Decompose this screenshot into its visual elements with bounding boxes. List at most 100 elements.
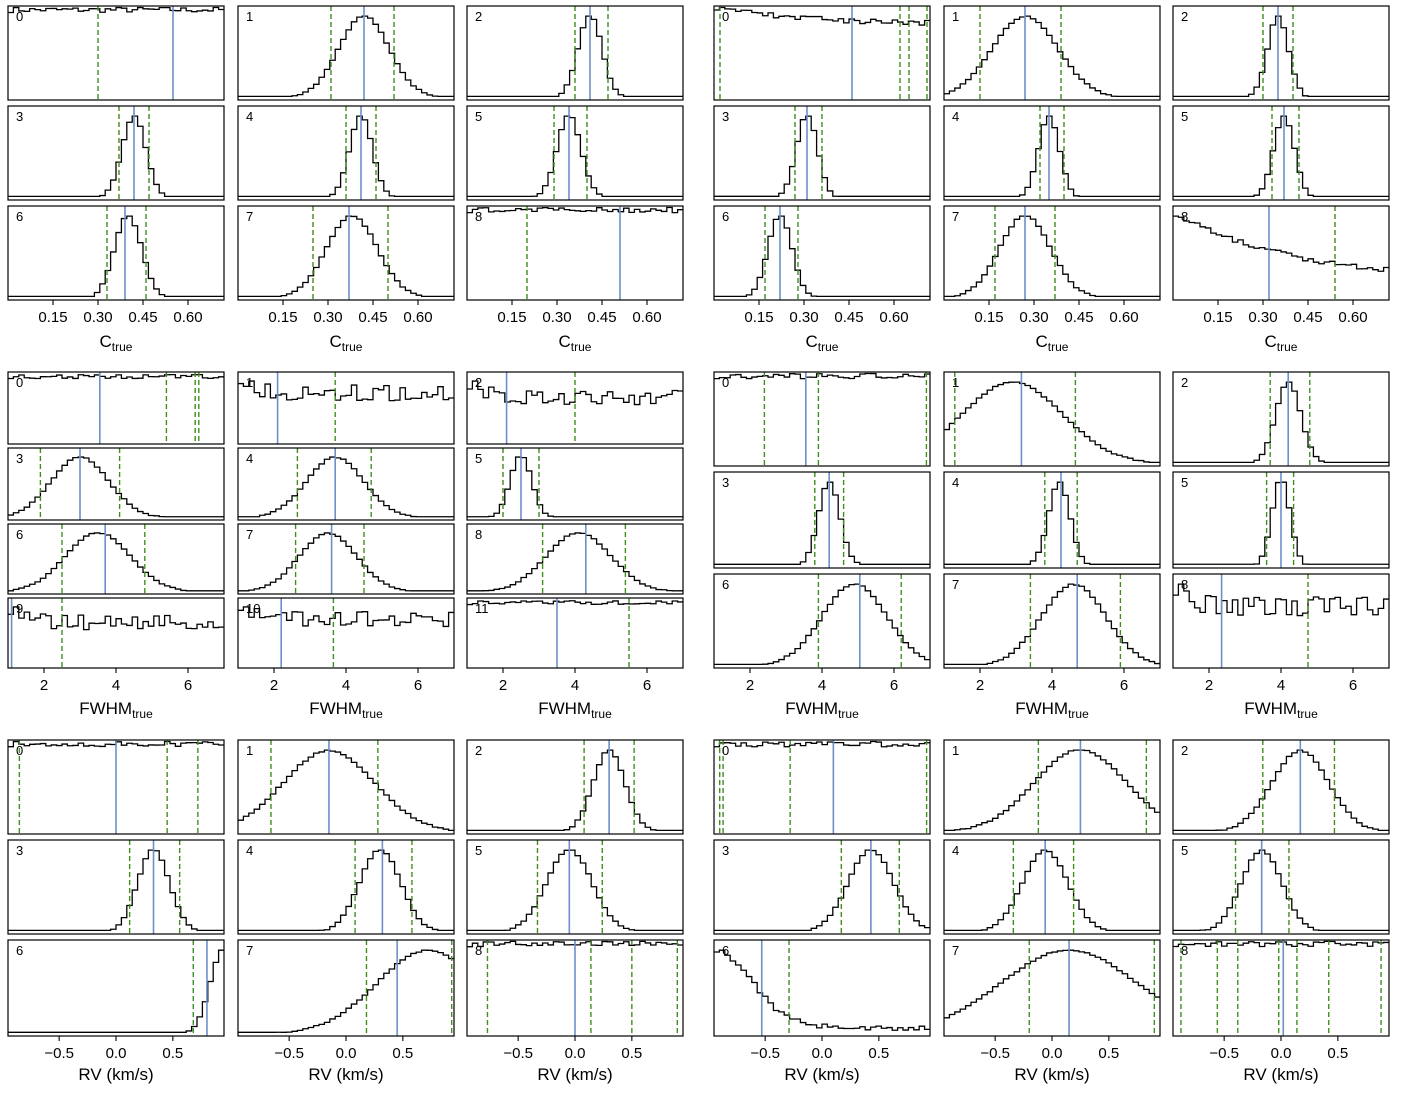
histogram-FWHM-right-2 (1173, 381, 1389, 464)
histogram-C-right-6 (714, 215, 930, 297)
panel-label: 1 (246, 9, 253, 24)
panel-label: 3 (722, 843, 729, 858)
x-axis-label: Ctrue (559, 332, 592, 354)
x-tick-label: −0.5 (44, 1045, 74, 1062)
panel-frame (466, 205, 684, 301)
x-tick-label: 0.45 (587, 309, 616, 326)
histogram-C-right-3 (714, 115, 930, 197)
panel-FWHM-left-3: 3 (7, 447, 225, 521)
panel-FWHM-right-1: 1 (943, 371, 1161, 467)
x-tick-label: 6 (890, 677, 898, 694)
x-tick-label: 0.0 (1271, 1045, 1292, 1062)
x-tick-label: 0.0 (1042, 1045, 1063, 1062)
panel-frame (237, 5, 455, 101)
x-tick-label: 0.60 (1338, 309, 1367, 326)
x-tick-label: −0.5 (274, 1045, 304, 1062)
panel-C-left-2: 2 (466, 5, 684, 101)
panel-label: 6 (16, 943, 23, 958)
panel-frame (7, 447, 225, 521)
panel-frame (1172, 839, 1390, 935)
panel-label: 8 (475, 527, 482, 542)
panel-FWHM-right-7: 7 (943, 573, 1161, 669)
panel-label: 7 (952, 577, 959, 592)
histogram-RV-right-7 (944, 949, 1160, 1019)
x-tick-label: 0.30 (1248, 309, 1277, 326)
histogram-RV-right-8 (1173, 940, 1389, 948)
panel-frame (943, 205, 1161, 301)
histogram-C-right-7 (944, 215, 1160, 298)
panel-label: 8 (475, 209, 482, 224)
panel-frame (7, 205, 225, 301)
histogram-RV-right-6 (714, 949, 930, 1031)
histogram-FWHM-right-6 (714, 583, 930, 666)
histogram-RV-left-3 (8, 849, 224, 932)
panel-label: 9 (16, 601, 23, 616)
panel-FWHM-right-8: 8 (1172, 573, 1390, 669)
panel-label: 0 (722, 9, 729, 24)
panel-label: 5 (1181, 109, 1188, 124)
x-tick-label: 0.0 (812, 1045, 833, 1062)
panel-C-right-1: 1 (943, 5, 1161, 101)
histogram-FWHM-right-0 (714, 372, 930, 380)
panel-label: 3 (722, 475, 729, 490)
x-tick-label: 0.60 (173, 309, 202, 326)
block-FWHM-right: 0 1 2 3 4 5 6 7 8 2 4 6 FWHMtrue 2 4 6 FWHMtrue 2 4 6 FWHMtr… (713, 371, 1390, 721)
histogram-RV-right-5 (1173, 849, 1389, 932)
block-C-left: 0 1 2 3 4 5 6 7 8 0.15 0.30 0.45 0.60 Ctrue 0.15 0.30 0.… (7, 5, 684, 354)
panel-frame (7, 839, 225, 935)
panel-frame (237, 597, 455, 669)
panel-frame (466, 523, 684, 595)
panel-label: 0 (16, 375, 23, 390)
histogram-RV-left-6 (8, 949, 224, 1033)
panel-frame (943, 839, 1161, 935)
panel-label: 5 (1181, 843, 1188, 858)
panel-FWHM-right-3: 3 (713, 471, 931, 569)
x-tick-label: 2 (976, 677, 984, 694)
panel-label: 7 (952, 209, 959, 224)
x-tick-label: 0.60 (403, 309, 432, 326)
histogram-C-left-1 (238, 15, 454, 98)
x-tick-label: 0.0 (106, 1045, 127, 1062)
panel-frame (943, 939, 1161, 1037)
panel-label: 4 (246, 451, 253, 466)
panel-RV-left-2: 2 (466, 739, 684, 835)
histogram-RV-right-4 (944, 849, 1160, 932)
panel-C-right-5: 5 (1172, 105, 1390, 201)
x-tick-label: 2 (40, 677, 48, 694)
panel-frame (1172, 573, 1390, 669)
x-tick-label: 0.5 (1327, 1045, 1348, 1062)
panel-label: 8 (1181, 209, 1188, 224)
panel-FWHM-left-7: 7 (237, 523, 455, 595)
panel-label: 3 (722, 109, 729, 124)
panel-C-left-8: 8 (466, 205, 684, 301)
x-axis-label: Ctrue (330, 332, 363, 354)
panel-FWHM-left-11: 11 (466, 597, 684, 669)
block-RV-left: 0 1 23 4 56 7 8−0.5 0.0 0.5RV (km/s)−0.5 0.0 0.5RV… (7, 739, 684, 1084)
panel-C-right-8: 8 (1172, 205, 1390, 301)
histogram-FWHM-right-1 (944, 381, 1160, 464)
x-tick-label: 2 (746, 677, 754, 694)
histogram-C-right-5 (1173, 115, 1389, 198)
x-tick-label: 4 (112, 677, 120, 694)
panel-RV-right-0: 0 (713, 739, 931, 835)
panel-RV-left-4: 4 (237, 839, 455, 935)
histogram-C-left-2 (467, 15, 683, 97)
panel-C-left-3: 3 (7, 105, 225, 201)
panel-FWHM-right-6: 6 (713, 573, 931, 669)
x-axis-label: RV (km/s) (537, 1065, 612, 1084)
panel-C-right-0: 0 (713, 5, 931, 101)
x-axis-label: RV (km/s) (308, 1065, 383, 1084)
panel-frame (713, 739, 931, 835)
panel-label: 6 (722, 209, 729, 224)
panel-frame (943, 371, 1161, 467)
panel-C-right-4: 4 (943, 105, 1161, 201)
x-tick-label: 6 (1120, 677, 1128, 694)
panel-label: 2 (475, 375, 482, 390)
panel-frame (943, 105, 1161, 201)
panel-frame (713, 105, 931, 201)
x-tick-label: 4 (818, 677, 826, 694)
panel-frame (7, 523, 225, 595)
x-axis-label: RV (km/s) (1243, 1065, 1318, 1084)
panel-frame (943, 573, 1161, 669)
x-tick-label: 6 (184, 677, 192, 694)
